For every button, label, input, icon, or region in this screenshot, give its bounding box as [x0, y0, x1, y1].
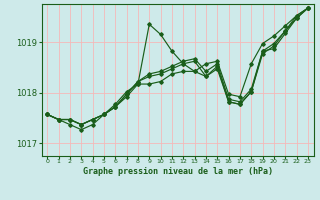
X-axis label: Graphe pression niveau de la mer (hPa): Graphe pression niveau de la mer (hPa)	[83, 167, 273, 176]
